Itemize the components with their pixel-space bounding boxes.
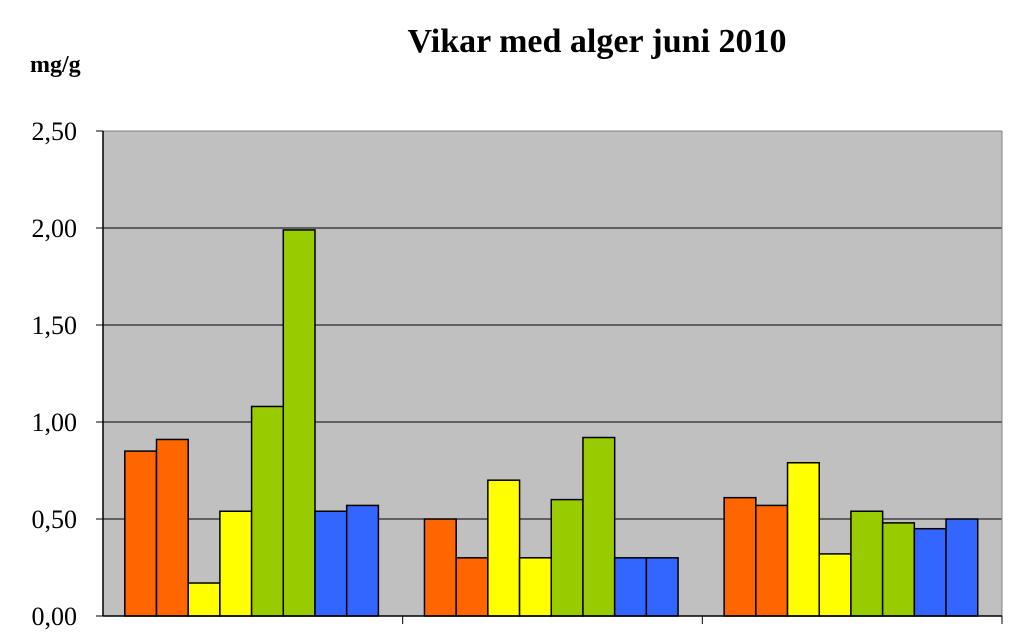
bar: [187, 582, 221, 617]
y-tick-label: 2,00: [32, 214, 78, 243]
bar: [945, 518, 979, 617]
bar: [881, 522, 916, 617]
bar: [345, 504, 380, 617]
bar: [423, 518, 457, 617]
bar: [818, 553, 852, 617]
bar: [786, 461, 820, 617]
y-tick-label: 0,50: [32, 505, 78, 534]
bars: [124, 229, 979, 617]
bar: [913, 527, 947, 617]
bar: [250, 405, 285, 617]
bar: [723, 496, 757, 617]
chart-title: Vikar med alger juni 2010: [407, 23, 786, 60]
bar: [613, 557, 648, 617]
y-tick-label: 2,50: [32, 117, 78, 146]
y-tick-label: 1,00: [32, 408, 78, 437]
y-axis-label: mg/g: [30, 52, 81, 78]
y-tick-label: 1,50: [32, 311, 78, 340]
y-tick-label: 0,00: [32, 602, 78, 631]
bar: [219, 510, 253, 617]
y-tick-labels: 0,00 0,50 1,00 1,50 2,00 2,50: [32, 117, 78, 631]
bar: [518, 557, 553, 617]
bar: [582, 436, 616, 617]
bar: [550, 498, 584, 617]
bar: [282, 229, 316, 617]
bar: [755, 504, 789, 617]
bar: [314, 510, 348, 617]
bar: [455, 557, 489, 617]
bar: [487, 479, 521, 617]
bar: [850, 510, 884, 617]
bar: [155, 438, 189, 617]
axes: [96, 130, 1003, 624]
bar: [124, 450, 158, 617]
bar: [645, 557, 679, 617]
